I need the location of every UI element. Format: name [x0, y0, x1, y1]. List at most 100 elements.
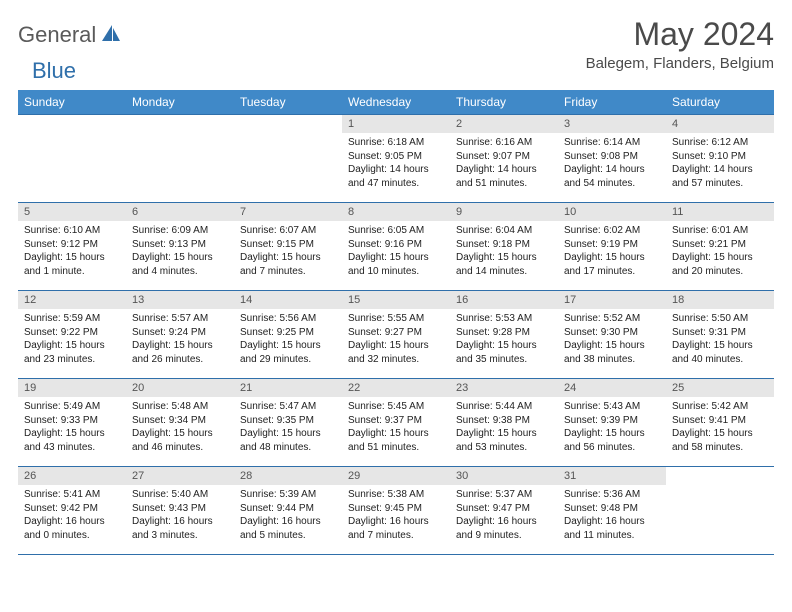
weekday-header: Tuesday: [234, 90, 342, 115]
sunrise-text: Sunrise: 5:43 AM: [564, 400, 660, 414]
sunrise-text: Sunrise: 5:41 AM: [24, 488, 120, 502]
daylight-text: Daylight: 15 hours: [456, 339, 552, 353]
daylight-text-2: and 32 minutes.: [348, 353, 444, 367]
daylight-text: Daylight: 15 hours: [456, 251, 552, 265]
calendar-day-cell: 26Sunrise: 5:41 AMSunset: 9:42 PMDayligh…: [18, 467, 126, 555]
day-data: Sunrise: 6:07 AMSunset: 9:15 PMDaylight:…: [234, 221, 342, 282]
day-number: 13: [126, 291, 234, 309]
day-number: 1: [342, 115, 450, 133]
weekday-header: Friday: [558, 90, 666, 115]
day-number: 2: [450, 115, 558, 133]
calendar-day-cell: 3Sunrise: 6:14 AMSunset: 9:08 PMDaylight…: [558, 115, 666, 203]
sunrise-text: Sunrise: 5:49 AM: [24, 400, 120, 414]
brand-name-b: Blue: [32, 58, 76, 84]
daylight-text-2: and 58 minutes.: [672, 441, 768, 455]
daylight-text: Daylight: 16 hours: [456, 515, 552, 529]
sunset-text: Sunset: 9:15 PM: [240, 238, 336, 252]
sunrise-text: Sunrise: 6:07 AM: [240, 224, 336, 238]
sunrise-text: Sunrise: 5:48 AM: [132, 400, 228, 414]
day-number: 31: [558, 467, 666, 485]
calendar-table: SundayMondayTuesdayWednesdayThursdayFrid…: [18, 90, 774, 555]
daylight-text-2: and 51 minutes.: [456, 177, 552, 191]
daylight-text: Daylight: 15 hours: [132, 339, 228, 353]
day-number: 29: [342, 467, 450, 485]
sunrise-text: Sunrise: 5:39 AM: [240, 488, 336, 502]
daylight-text-2: and 14 minutes.: [456, 265, 552, 279]
daylight-text: Daylight: 15 hours: [564, 339, 660, 353]
day-data: Sunrise: 6:12 AMSunset: 9:10 PMDaylight:…: [666, 133, 774, 194]
calendar-day-cell: 23Sunrise: 5:44 AMSunset: 9:38 PMDayligh…: [450, 379, 558, 467]
daylight-text: Daylight: 15 hours: [240, 251, 336, 265]
weekday-header: Saturday: [666, 90, 774, 115]
sunset-text: Sunset: 9:05 PM: [348, 150, 444, 164]
daylight-text: Daylight: 15 hours: [564, 251, 660, 265]
day-data: Sunrise: 6:14 AMSunset: 9:08 PMDaylight:…: [558, 133, 666, 194]
sunset-text: Sunset: 9:39 PM: [564, 414, 660, 428]
daylight-text: Daylight: 15 hours: [24, 427, 120, 441]
calendar-day-cell: 10Sunrise: 6:02 AMSunset: 9:19 PMDayligh…: [558, 203, 666, 291]
daylight-text-2: and 4 minutes.: [132, 265, 228, 279]
day-number: 26: [18, 467, 126, 485]
day-data: Sunrise: 5:53 AMSunset: 9:28 PMDaylight:…: [450, 309, 558, 370]
day-data: Sunrise: 6:10 AMSunset: 9:12 PMDaylight:…: [18, 221, 126, 282]
daylight-text: Daylight: 16 hours: [240, 515, 336, 529]
daylight-text-2: and 53 minutes.: [456, 441, 552, 455]
sunrise-text: Sunrise: 6:12 AM: [672, 136, 768, 150]
sunset-text: Sunset: 9:16 PM: [348, 238, 444, 252]
day-data: Sunrise: 5:52 AMSunset: 9:30 PMDaylight:…: [558, 309, 666, 370]
daylight-text: Daylight: 15 hours: [456, 427, 552, 441]
sunset-text: Sunset: 9:37 PM: [348, 414, 444, 428]
daylight-text-2: and 17 minutes.: [564, 265, 660, 279]
day-data: Sunrise: 6:05 AMSunset: 9:16 PMDaylight:…: [342, 221, 450, 282]
daylight-text: Daylight: 15 hours: [24, 339, 120, 353]
calendar-day-cell: 24Sunrise: 5:43 AMSunset: 9:39 PMDayligh…: [558, 379, 666, 467]
sunrise-text: Sunrise: 6:01 AM: [672, 224, 768, 238]
sunset-text: Sunset: 9:43 PM: [132, 502, 228, 516]
daylight-text-2: and 10 minutes.: [348, 265, 444, 279]
day-data: Sunrise: 5:50 AMSunset: 9:31 PMDaylight:…: [666, 309, 774, 370]
sunset-text: Sunset: 9:13 PM: [132, 238, 228, 252]
sunrise-text: Sunrise: 6:09 AM: [132, 224, 228, 238]
daylight-text-2: and 54 minutes.: [564, 177, 660, 191]
calendar-week-row: 19Sunrise: 5:49 AMSunset: 9:33 PMDayligh…: [18, 379, 774, 467]
daylight-text-2: and 43 minutes.: [24, 441, 120, 455]
day-number: 17: [558, 291, 666, 309]
sunset-text: Sunset: 9:27 PM: [348, 326, 444, 340]
daylight-text: Daylight: 15 hours: [132, 427, 228, 441]
sunset-text: Sunset: 9:38 PM: [456, 414, 552, 428]
brand-logo: General: [18, 22, 124, 48]
day-number: 6: [126, 203, 234, 221]
sunrise-text: Sunrise: 6:02 AM: [564, 224, 660, 238]
sunset-text: Sunset: 9:41 PM: [672, 414, 768, 428]
day-data: Sunrise: 5:38 AMSunset: 9:45 PMDaylight:…: [342, 485, 450, 546]
day-number: 9: [450, 203, 558, 221]
day-data: Sunrise: 5:55 AMSunset: 9:27 PMDaylight:…: [342, 309, 450, 370]
calendar-day-cell: 29Sunrise: 5:38 AMSunset: 9:45 PMDayligh…: [342, 467, 450, 555]
day-number: 8: [342, 203, 450, 221]
daylight-text-2: and 11 minutes.: [564, 529, 660, 543]
day-data: Sunrise: 5:59 AMSunset: 9:22 PMDaylight:…: [18, 309, 126, 370]
calendar-day-cell: 18Sunrise: 5:50 AMSunset: 9:31 PMDayligh…: [666, 291, 774, 379]
sunset-text: Sunset: 9:28 PM: [456, 326, 552, 340]
weekday-header: Sunday: [18, 90, 126, 115]
sunrise-text: Sunrise: 6:18 AM: [348, 136, 444, 150]
day-data: Sunrise: 5:40 AMSunset: 9:43 PMDaylight:…: [126, 485, 234, 546]
daylight-text: Daylight: 14 hours: [564, 163, 660, 177]
daylight-text-2: and 9 minutes.: [456, 529, 552, 543]
calendar-day-cell: 21Sunrise: 5:47 AMSunset: 9:35 PMDayligh…: [234, 379, 342, 467]
day-data: Sunrise: 6:02 AMSunset: 9:19 PMDaylight:…: [558, 221, 666, 282]
daylight-text-2: and 0 minutes.: [24, 529, 120, 543]
day-number: 25: [666, 379, 774, 397]
calendar-day-cell: ..: [18, 115, 126, 203]
day-number: 5: [18, 203, 126, 221]
day-data: Sunrise: 5:49 AMSunset: 9:33 PMDaylight:…: [18, 397, 126, 458]
calendar-day-cell: 6Sunrise: 6:09 AMSunset: 9:13 PMDaylight…: [126, 203, 234, 291]
sunset-text: Sunset: 9:08 PM: [564, 150, 660, 164]
day-number: 19: [18, 379, 126, 397]
daylight-text: Daylight: 15 hours: [348, 339, 444, 353]
location: Balegem, Flanders, Belgium: [586, 55, 774, 72]
daylight-text-2: and 35 minutes.: [456, 353, 552, 367]
daylight-text-2: and 26 minutes.: [132, 353, 228, 367]
sunrise-text: Sunrise: 5:55 AM: [348, 312, 444, 326]
daylight-text-2: and 57 minutes.: [672, 177, 768, 191]
